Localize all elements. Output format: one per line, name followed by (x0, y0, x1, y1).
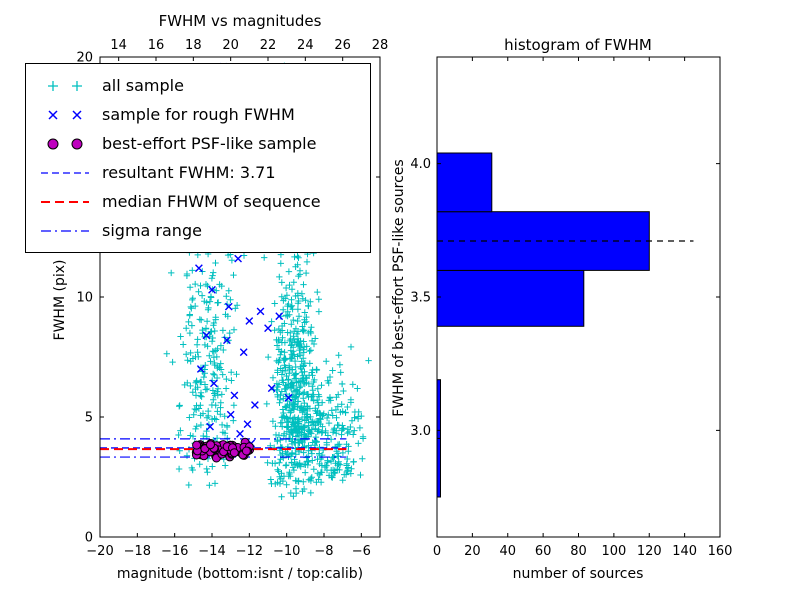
histogram-bars (436, 152, 650, 498)
tick-label: 4.0 (410, 157, 431, 172)
legend-label: median FHWM of sequence (102, 192, 321, 211)
tick-label: 22 (260, 38, 277, 53)
tick-label: 80 (570, 544, 587, 559)
right-plot-ylabel: FWHM of best-effort PSF-like sources (391, 159, 407, 417)
plus-marker-icon (39, 78, 91, 94)
tick-label: 14 (110, 38, 127, 53)
legend-item-sigma-range: sigma range (39, 218, 357, 243)
legend-label: sigma range (102, 221, 202, 240)
left-axes-ticks (99, 56, 381, 538)
legend-item-resultant-fwhm: resultant FWHM: 3.71 (39, 160, 357, 185)
legend-item-all-sample: all sample (39, 73, 357, 98)
tick-label: −20 (86, 544, 113, 559)
tick-label: 0 (433, 544, 441, 559)
tick-label: −14 (198, 544, 225, 559)
tick-label: 28 (372, 38, 389, 53)
legend: all sample sample for rough FWHM best-ef… (25, 63, 371, 253)
right-axes-ticks (436, 57, 721, 537)
right-plot-title: histogram of FWHM (504, 36, 652, 54)
dashdot-line-icon (39, 223, 91, 239)
tick-label: 20 (222, 38, 239, 53)
circle-marker-icon (39, 136, 91, 152)
red-dashed-line-icon (39, 194, 91, 210)
tick-label: 20 (464, 544, 481, 559)
legend-label: resultant FWHM: 3.71 (102, 163, 276, 182)
legend-item-rough-fwhm: sample for rough FWHM (39, 102, 357, 127)
tick-label: 0 (85, 531, 93, 546)
right-plot-xlabel: number of sources (512, 566, 644, 582)
x-marker-icon (39, 107, 91, 123)
histogram-bar (436, 437, 441, 498)
tick-label: −18 (124, 544, 151, 559)
tick-label: 120 (637, 544, 662, 559)
tick-label: 160 (708, 544, 733, 559)
tick-label: 16 (148, 38, 165, 53)
tick-label: 10 (76, 291, 93, 306)
legend-item-psf-sample: best-effort PSF-like sample (39, 131, 357, 156)
histogram-bar (436, 269, 585, 327)
tick-label: 60 (535, 544, 552, 559)
tick-label: 140 (672, 544, 697, 559)
tick-label: 40 (499, 544, 516, 559)
tick-label: 3.0 (410, 424, 431, 439)
tick-label: 18 (185, 38, 202, 53)
tick-label: −6 (352, 544, 371, 559)
legend-label: sample for rough FWHM (102, 105, 295, 124)
histogram-bar (436, 152, 493, 213)
tick-label: 24 (297, 38, 314, 53)
tick-label: 100 (601, 544, 626, 559)
tick-label: 3.5 (410, 291, 431, 306)
tick-label: 26 (334, 38, 351, 53)
left-plot-title: FWHM vs magnitudes (158, 12, 322, 30)
tick-label: −16 (161, 544, 188, 559)
left-plot-xlabel: magnitude (bottom:isnt / top:calib) (116, 566, 364, 582)
tick-label: −10 (273, 544, 300, 559)
legend-label: best-effort PSF-like sample (102, 134, 317, 153)
tick-label: −12 (236, 544, 263, 559)
histogram-bar (436, 379, 441, 439)
tick-label: −8 (314, 544, 333, 559)
tick-label: 20 (76, 51, 93, 66)
tick-label: 5 (85, 411, 93, 426)
blue-dashed-line-icon (39, 165, 91, 181)
legend-label: all sample (102, 76, 184, 95)
psf-sample-points (191, 437, 254, 463)
left-plot-ylabel: FWHM (pix) (52, 259, 68, 341)
legend-item-median-fwhm: median FHWM of sequence (39, 189, 357, 214)
